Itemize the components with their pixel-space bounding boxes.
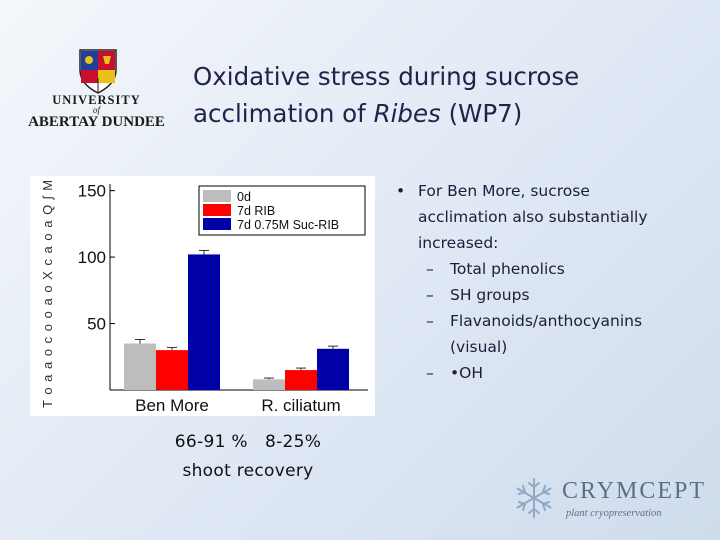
bullet-list: • For Ben More, sucrose acclimation also s… <box>396 178 716 386</box>
x-tick-label: Ben More <box>135 396 209 415</box>
bullet-subitem: – •OH <box>396 360 716 386</box>
recovery-percentages: 66-91 % 8-25% <box>174 432 322 452</box>
bullet-main-line: increased: <box>418 234 499 252</box>
recovery-caption: 66-91 % 8-25% shoot recovery <box>168 428 328 486</box>
y-tick-label: 50 <box>87 315 106 334</box>
legend-swatch <box>203 190 231 202</box>
brand-tagline: plant cryopreservation <box>566 508 662 519</box>
bullet-subitem: – Flavanoids/anthocyanins (visual) <box>396 308 716 360</box>
bar <box>188 254 220 390</box>
subitem-line: Total phenolics <box>450 260 565 278</box>
x-tick-label: R. ciliatum <box>261 396 340 415</box>
bullet-subitem: – Total phenolics <box>396 256 716 282</box>
bar <box>285 370 317 390</box>
slide-title: Oxidative stress during sucrose acclimat… <box>193 58 653 132</box>
bullet-main-line: acclimation also substantially <box>418 208 648 226</box>
university-logo: UNIVERSITY of ABERTAY DUNDEE <box>14 48 179 132</box>
subitem-dash: – <box>426 260 434 278</box>
legend-label: 0d <box>237 190 251 204</box>
bullet-marker: • <box>396 182 406 200</box>
crymcept-logo: CRYMCEPT plant cryopreservation <box>512 474 712 530</box>
title-line-2: acclimation of Ribes (WP7) <box>193 95 653 132</box>
bar-chart: 50 100 150 Ben More R. ciliatum T o a a o c o… <box>40 179 368 415</box>
title-line-2-prefix: acclimation of <box>193 99 374 128</box>
bullet-main-line: For Ben More, sucrose <box>418 182 590 200</box>
bar <box>156 350 188 390</box>
snowflake-icon <box>516 478 552 518</box>
university-name-line2: of <box>92 105 100 115</box>
bullet-subitem: – SH groups <box>396 282 716 308</box>
brand-name: CRYMCEPT <box>562 478 707 504</box>
legend-swatch <box>203 218 231 230</box>
y-tick-label: 150 <box>78 182 106 201</box>
subitem-dash: – <box>426 312 434 330</box>
subitem-line: SH groups <box>450 286 530 304</box>
title-line-1: Oxidative stress during sucrose <box>193 62 580 91</box>
bar <box>124 343 156 390</box>
y-axis-label: T o a a o c o o a o X c a o a Q ʃ M <box>40 179 55 408</box>
university-name-line1: UNIVERSITY <box>52 93 141 107</box>
chart-panel: 50 100 150 Ben More R. ciliatum T o a a o c o… <box>30 176 375 416</box>
legend-label: 7d RIB <box>237 204 275 218</box>
legend-label: 7d 0.75M Suc-RIB <box>237 218 339 232</box>
university-crest-icon <box>79 49 117 94</box>
subitem-dash: – <box>426 364 434 382</box>
university-name-line3: ABERTAY DUNDEE <box>28 114 165 130</box>
subitem-line: Flavanoids/anthocyanins <box>450 312 643 330</box>
subitem-line: (visual) <box>450 338 508 356</box>
recovery-label: shoot recovery <box>182 461 314 481</box>
bullet-main: • For Ben More, sucrose acclimation also s… <box>396 178 716 256</box>
subitem-line: •OH <box>450 364 483 382</box>
title-species: Ribes <box>373 99 441 128</box>
bar <box>253 379 285 390</box>
legend-swatch <box>203 204 231 216</box>
bar <box>317 348 349 390</box>
subitem-dash: – <box>426 286 434 304</box>
y-tick-label: 100 <box>78 248 106 267</box>
title-line-2-suffix: (WP7) <box>440 99 523 128</box>
